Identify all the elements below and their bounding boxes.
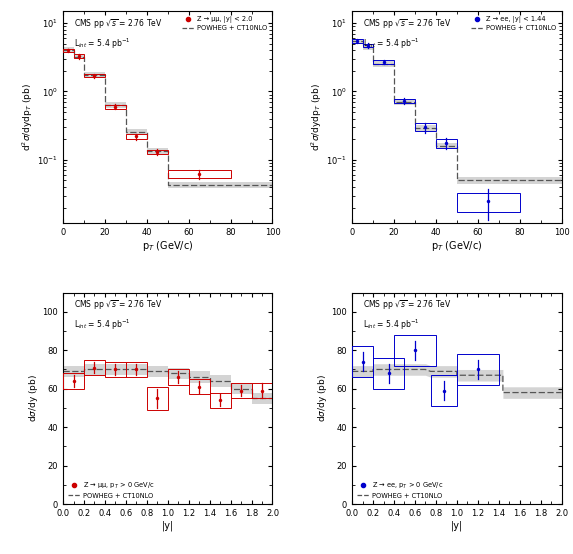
Bar <box>352 39 363 43</box>
Bar <box>373 358 405 389</box>
Bar <box>363 44 373 48</box>
Bar <box>105 105 126 109</box>
Bar <box>230 383 252 398</box>
Bar <box>84 360 105 375</box>
Bar <box>352 346 373 377</box>
Legend: Z → ee, |y| < 1.44, POWHEG + CT10NLO: Z → ee, |y| < 1.44, POWHEG + CT10NLO <box>469 14 558 33</box>
Bar <box>415 124 436 131</box>
Bar <box>126 362 147 377</box>
X-axis label: |y|: |y| <box>162 521 174 531</box>
Bar <box>63 49 73 52</box>
X-axis label: p$_{T}$ (GeV/c): p$_{T}$ (GeV/c) <box>142 239 194 253</box>
Legend: Z → μμ, p$_{T}$ > 0 GeV/c, POWHEG + CT10NLO: Z → μμ, p$_{T}$ > 0 GeV/c, POWHEG + CT10… <box>66 479 156 501</box>
Bar <box>73 54 84 58</box>
Bar <box>105 362 126 377</box>
Bar <box>63 373 84 389</box>
Bar <box>189 379 210 394</box>
Bar <box>457 354 499 385</box>
Text: L$_{int}$ = 5.4 pb$^{-1}$: L$_{int}$ = 5.4 pb$^{-1}$ <box>73 318 130 332</box>
Bar <box>373 60 394 64</box>
Bar <box>252 383 273 398</box>
X-axis label: |y|: |y| <box>451 521 463 531</box>
Legend: Z → ee, p$_{T}$ > 0 GeV/c, POWHEG + CT10NLO: Z → ee, p$_{T}$ > 0 GeV/c, POWHEG + CT10… <box>355 479 445 501</box>
Bar <box>431 375 457 406</box>
Legend: Z → μμ, |y| < 2.0, POWHEG + CT10NLO: Z → μμ, |y| < 2.0, POWHEG + CT10NLO <box>180 14 269 33</box>
Text: CMS pp $\sqrt{s}$ = 2.76 TeV: CMS pp $\sqrt{s}$ = 2.76 TeV <box>363 299 451 312</box>
Bar <box>147 387 168 410</box>
Bar <box>168 370 189 385</box>
Bar <box>394 335 436 366</box>
Y-axis label: d$\sigma$/dy (pb): d$\sigma$/dy (pb) <box>316 375 329 422</box>
Y-axis label: d$^{2}$$\sigma$/dydp$_{T}$ (pb): d$^{2}$$\sigma$/dydp$_{T}$ (pb) <box>20 83 34 151</box>
Y-axis label: d$\sigma$/dy (pb): d$\sigma$/dy (pb) <box>26 375 40 422</box>
Y-axis label: d$^{2}$$\sigma$/dydp$_{T}$ (pb): d$^{2}$$\sigma$/dydp$_{T}$ (pb) <box>309 83 324 151</box>
Bar <box>394 99 415 103</box>
X-axis label: p$_{T}$ (GeV/c): p$_{T}$ (GeV/c) <box>431 239 482 253</box>
Bar <box>436 139 457 148</box>
Bar <box>84 74 105 78</box>
Text: L$_{int}$ = 5.4 pb$^{-1}$: L$_{int}$ = 5.4 pb$^{-1}$ <box>363 37 419 51</box>
Bar <box>126 134 147 139</box>
Bar <box>168 171 230 178</box>
Bar <box>457 193 520 212</box>
Text: CMS pp $\sqrt{s}$ = 2.76 TeV: CMS pp $\sqrt{s}$ = 2.76 TeV <box>363 17 451 31</box>
Bar <box>210 393 230 408</box>
Text: L$_{int}$ = 5.4 pb$^{-1}$: L$_{int}$ = 5.4 pb$^{-1}$ <box>73 37 130 51</box>
Text: CMS pp $\sqrt{s}$ = 2.76 TeV: CMS pp $\sqrt{s}$ = 2.76 TeV <box>73 17 162 31</box>
Text: CMS pp $\sqrt{s}$ = 2.76 TeV: CMS pp $\sqrt{s}$ = 2.76 TeV <box>73 299 162 312</box>
Text: L$_{int}$ = 5.4 pb$^{-1}$: L$_{int}$ = 5.4 pb$^{-1}$ <box>363 318 419 332</box>
Bar <box>147 150 168 155</box>
